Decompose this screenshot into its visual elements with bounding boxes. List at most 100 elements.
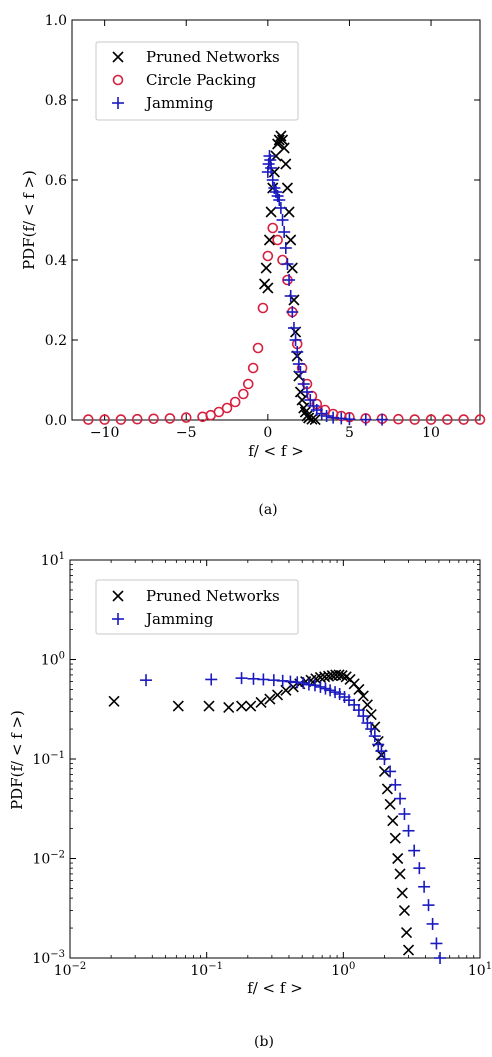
pruned-networks-point bbox=[280, 158, 292, 170]
jamming-point bbox=[361, 717, 374, 730]
pruned-networks-point bbox=[398, 904, 411, 917]
pruned-networks-point bbox=[280, 684, 292, 696]
legend-marker bbox=[112, 613, 124, 625]
y-tick-label: 10−2 bbox=[32, 850, 65, 868]
jamming-point bbox=[398, 808, 411, 821]
pruned-networks-point bbox=[203, 700, 215, 712]
pruned-networks-point bbox=[172, 700, 184, 712]
jamming-point bbox=[434, 952, 447, 964]
y-tick-label: 101 bbox=[41, 551, 65, 569]
pruned-networks-point bbox=[396, 887, 408, 899]
y-tick-label: 0.2 bbox=[45, 333, 67, 349]
y-tick-label: 0.4 bbox=[45, 253, 67, 269]
circle-packing-point bbox=[272, 234, 283, 246]
circle-packing-point bbox=[213, 406, 225, 418]
y-tick-label: 1.0 bbox=[45, 13, 67, 29]
y-tick-label: 0.6 bbox=[45, 173, 67, 189]
legend-b: Pruned Networks Jamming bbox=[95, 579, 299, 635]
jamming-point bbox=[308, 679, 321, 692]
circle-packing-point bbox=[221, 402, 233, 414]
jamming-point bbox=[266, 174, 279, 186]
legend-items-a: Pruned Networks Circle Packing Jamming bbox=[112, 48, 280, 112]
pruned-networks-point bbox=[271, 689, 284, 701]
jamming-point bbox=[376, 413, 389, 426]
jamming-point bbox=[279, 242, 292, 254]
jamming-point bbox=[278, 226, 291, 238]
jamming-point bbox=[333, 688, 346, 701]
jamming-point bbox=[301, 386, 314, 398]
panel-a-chart: −10 −5 0 5 10 0.0 0.2 0.4 0.6 0.8 1.0 Pruned Netwo… bbox=[20, 13, 486, 518]
axis-ticks-a: −10 −5 0 5 10 0.0 0.2 0.4 0.6 0.8 1.0 bbox=[45, 13, 480, 441]
jamming-point bbox=[287, 322, 300, 334]
circle-packing-point bbox=[442, 414, 453, 425]
jamming-point bbox=[320, 410, 333, 422]
jamming-point bbox=[291, 346, 304, 358]
pruned-networks-point bbox=[260, 262, 272, 274]
jamming-point bbox=[375, 745, 388, 758]
x-tick-label: −10 bbox=[90, 425, 120, 441]
pruned-networks-point bbox=[223, 701, 235, 713]
pruned-networks-point bbox=[357, 690, 369, 702]
circle-packing-point bbox=[164, 413, 176, 424]
x-axis-label-a: f/ < f > bbox=[248, 442, 304, 460]
legend-box-b bbox=[95, 579, 299, 635]
y-tick-label: 100 bbox=[41, 651, 65, 669]
y-tick-label: 0.8 bbox=[45, 93, 67, 109]
jamming-point bbox=[273, 194, 286, 206]
circle-packing-point bbox=[229, 396, 241, 408]
jamming-point bbox=[235, 672, 248, 685]
jamming-point bbox=[315, 407, 328, 420]
jamming-point bbox=[286, 306, 299, 318]
legend-a: Pruned Networks Circle Packing Jamming bbox=[95, 41, 299, 121]
pruned-networks-point bbox=[255, 696, 267, 709]
y-tick-label: 0.0 bbox=[45, 413, 67, 429]
jamming-point bbox=[205, 673, 218, 686]
jamming-point bbox=[394, 792, 407, 805]
jamming-point bbox=[297, 378, 310, 390]
pruned-networks-point bbox=[353, 683, 365, 696]
x-tick-label: 10−1 bbox=[190, 961, 223, 979]
x-tick-label: 10 bbox=[422, 425, 440, 441]
pruned-networks-point bbox=[265, 206, 277, 218]
legend-marker bbox=[112, 74, 124, 86]
data-markers-b bbox=[108, 669, 447, 964]
circle-packing-point bbox=[247, 362, 259, 374]
jamming-point bbox=[408, 844, 421, 857]
circle-packing-point bbox=[252, 342, 264, 354]
pruned-networks-point bbox=[281, 182, 293, 194]
circle-packing-point bbox=[458, 414, 469, 425]
circle-packing-point bbox=[474, 414, 486, 425]
circle-packing-point bbox=[131, 413, 143, 425]
jamming-point bbox=[389, 778, 402, 791]
circle-packing-point bbox=[409, 414, 421, 425]
y-tick-label: 10−3 bbox=[32, 949, 65, 967]
circle-packing-point bbox=[393, 413, 404, 425]
circle-packing-point bbox=[262, 250, 274, 262]
pruned-networks-point bbox=[333, 669, 345, 681]
jamming-point bbox=[274, 202, 287, 214]
legend-label: Pruned Networks bbox=[146, 587, 280, 605]
jamming-point bbox=[372, 738, 385, 751]
legend-label: Circle Packing bbox=[146, 71, 257, 89]
pruned-networks-point bbox=[298, 402, 310, 414]
x-tick-label: 10−2 bbox=[54, 961, 87, 979]
pruned-networks-point bbox=[309, 414, 321, 426]
y-axis-label-a: PDF(f/ < f >) bbox=[20, 170, 38, 270]
jamming-point bbox=[324, 684, 337, 697]
circle-packing-point bbox=[238, 388, 249, 400]
circle-packing-point bbox=[115, 414, 127, 425]
jamming-point bbox=[289, 334, 302, 346]
pruned-networks-point bbox=[235, 700, 248, 712]
jamming-point bbox=[359, 413, 372, 426]
circle-packing-point bbox=[148, 413, 159, 425]
jamming-point bbox=[402, 824, 415, 837]
caption-a: (a) bbox=[258, 502, 277, 518]
jamming-point bbox=[264, 154, 277, 166]
jamming-point bbox=[314, 680, 327, 693]
circle-packing-point bbox=[242, 378, 254, 390]
jamming-point bbox=[257, 673, 270, 686]
circle-packing-point bbox=[180, 412, 192, 423]
jamming-point bbox=[426, 917, 439, 930]
